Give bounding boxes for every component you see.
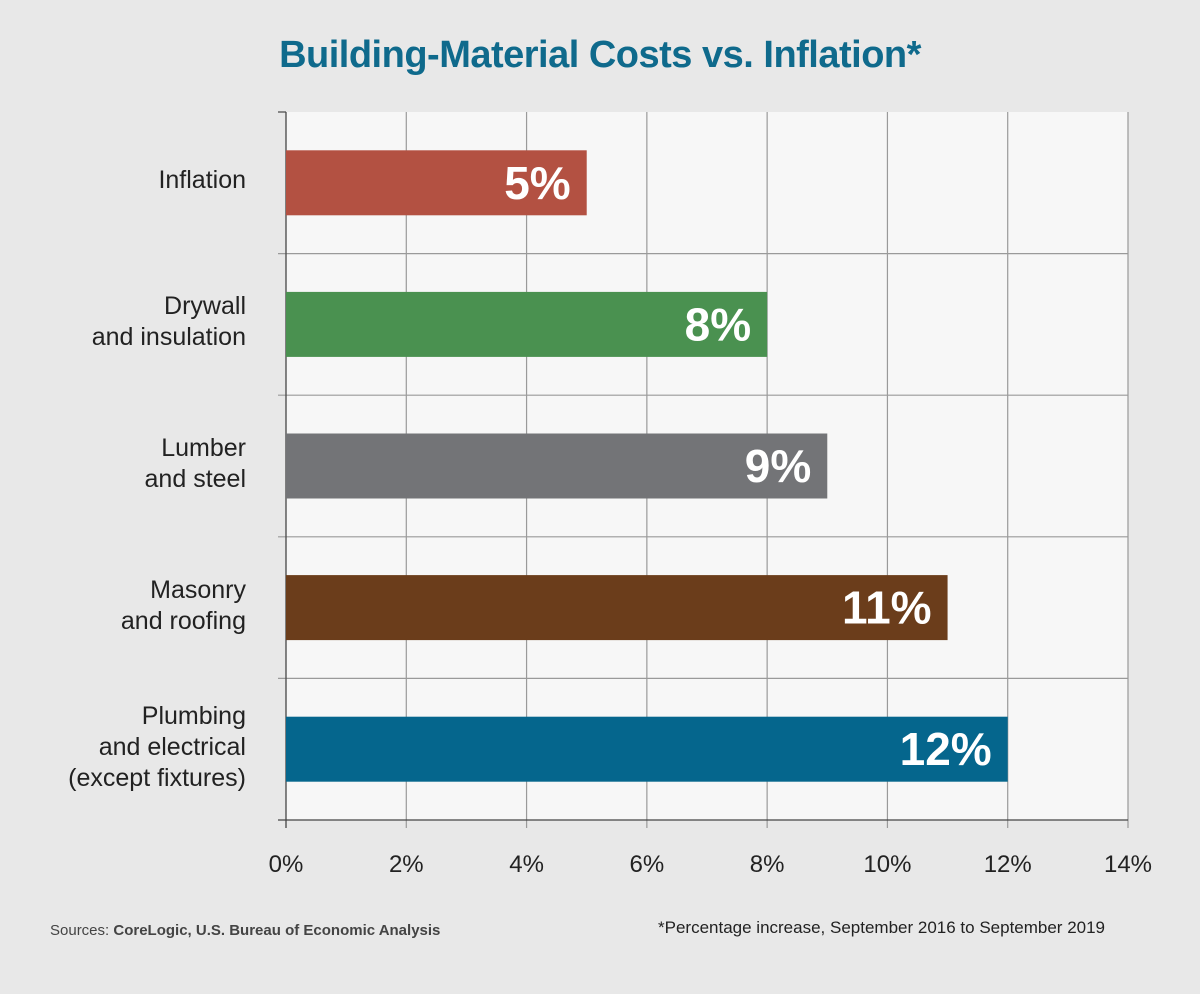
bar-value-label: 8% — [685, 298, 751, 350]
footnote: *Percentage increase, September 2016 to … — [658, 918, 1106, 937]
source-prefix: Sources: — [50, 922, 110, 939]
category-label: Lumber and steel — [0, 433, 246, 495]
category-label-line: Lumber — [161, 434, 246, 462]
bar — [286, 433, 828, 499]
category-label-line: and roofing — [120, 606, 246, 635]
category-label-line: Plumbing — [141, 701, 246, 730]
bar — [286, 291, 768, 357]
category-label-line: (except fixtures) — [68, 763, 246, 792]
bar — [286, 716, 1008, 782]
category-label: Masonry and roofing — [0, 575, 246, 637]
x-tick-label: 8% — [750, 851, 785, 878]
x-tick-label: 12% — [984, 851, 1032, 878]
category-label-line: Masonry — [150, 575, 246, 604]
category-label: Inflation — [0, 165, 246, 196]
bar-value-label: 9% — [745, 440, 811, 492]
category-label-line: and insulation — [91, 323, 246, 352]
bar-value-label: 5% — [504, 157, 570, 209]
category-label-line: and steel — [144, 465, 246, 493]
x-tick-label: 14% — [1104, 851, 1152, 878]
category-label: Plumbing and electrical (except fixtures) — [0, 701, 246, 794]
bar — [286, 150, 587, 216]
category-label-line: and electrical — [98, 732, 246, 761]
category-label-line: Drywall — [164, 292, 246, 321]
x-tick-label: 6% — [630, 851, 665, 878]
x-tick-label: 4% — [509, 851, 544, 878]
chart-title: Building-Material Costs vs. Inflation* — [279, 34, 921, 76]
source-note: Sources: CoreLogic, U.S. Bureau of Econo… — [50, 922, 440, 939]
bar-value-label: 11% — [842, 582, 932, 634]
category-label: Drywall and insulation — [0, 291, 246, 353]
x-tick-label: 2% — [389, 851, 424, 878]
x-tick-label: 0% — [269, 851, 304, 878]
source-names: CoreLogic, U.S. Bureau of Economic Analy… — [113, 922, 441, 939]
bar — [286, 575, 948, 641]
category-label-line: Inflation — [158, 166, 246, 195]
x-tick-label: 10% — [863, 851, 911, 878]
bar-value-label: 12% — [900, 723, 992, 775]
